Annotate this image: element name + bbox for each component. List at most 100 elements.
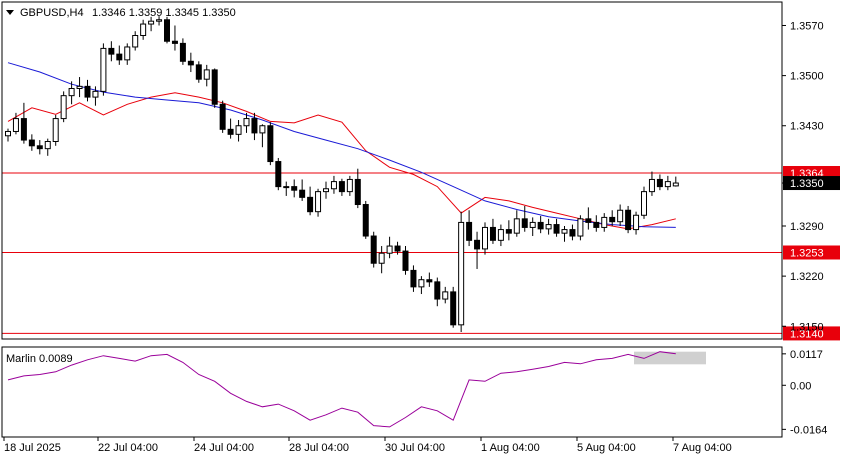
candle-body	[426, 279, 433, 283]
candle	[76, 77, 83, 98]
candle-body	[394, 245, 401, 252]
candle	[140, 19, 147, 40]
candle-body	[275, 161, 282, 188]
candle	[593, 215, 600, 232]
candle	[458, 211, 465, 332]
candle-body	[219, 103, 226, 130]
candle	[672, 176, 679, 187]
marlin-line	[7, 351, 676, 428]
price-tick-label: 1.3430	[790, 121, 824, 133]
time-label: 22 Jul 04:00	[98, 442, 158, 454]
candle-body	[338, 181, 345, 193]
candle-body	[171, 40, 178, 44]
candle-body	[664, 181, 671, 188]
ohlc-values: 1.3346 1.3359 1.3345 1.3350	[92, 7, 236, 19]
candle	[291, 179, 298, 198]
candle-body	[315, 191, 322, 213]
candle	[195, 61, 202, 83]
candle-body	[656, 178, 663, 188]
level-tag-label: 1.3140	[790, 328, 824, 340]
candle-body	[291, 186, 298, 191]
candle-body	[92, 90, 99, 98]
candle	[124, 43, 131, 65]
candle	[203, 64, 210, 87]
candle-body	[482, 226, 488, 250]
candle-body	[124, 46, 131, 61]
candle	[346, 175, 353, 196]
candle-body	[164, 19, 170, 42]
candle-body	[545, 224, 552, 230]
candle-body	[402, 250, 409, 271]
time-label: 18 Jul 2025	[4, 442, 61, 454]
candle-body	[267, 125, 274, 163]
candle	[474, 231, 481, 269]
candle-body	[410, 269, 417, 288]
time-label: 30 Jul 04:00	[385, 442, 445, 454]
candle	[148, 16, 155, 32]
candle-body	[251, 118, 258, 134]
candle	[442, 286, 449, 304]
candle	[569, 224, 576, 241]
candle-body	[569, 229, 576, 237]
candle-body	[283, 186, 290, 189]
candle	[330, 175, 337, 194]
candle	[179, 38, 186, 65]
candle-body	[132, 35, 139, 48]
candle-body	[450, 291, 457, 326]
candle-body	[307, 196, 314, 213]
candle	[513, 210, 520, 237]
candle	[36, 140, 43, 155]
candle	[60, 91, 67, 123]
candle-body	[537, 221, 544, 230]
candle	[641, 186, 647, 219]
candle	[482, 222, 488, 255]
candle-body	[553, 224, 560, 234]
candle-body	[601, 216, 608, 228]
candle-body	[672, 182, 679, 187]
candle-body	[5, 130, 11, 137]
candle	[362, 200, 369, 239]
level-tag	[783, 245, 840, 260]
price-panel-frame	[1, 1, 783, 340]
candle	[609, 210, 616, 226]
candle-body	[466, 221, 473, 241]
candle-body	[76, 85, 83, 90]
candle	[489, 218, 496, 244]
candle	[5, 128, 11, 142]
candle	[338, 178, 345, 196]
candle-body	[140, 23, 147, 37]
time-label: 28 Jul 04:00	[289, 442, 349, 454]
current-price-label: 1.3350	[790, 178, 824, 190]
oscillator-panel-frame	[1, 346, 783, 438]
candle	[243, 112, 250, 133]
candle-body	[323, 188, 329, 193]
candle	[378, 246, 385, 274]
candle	[450, 286, 457, 328]
candle	[354, 168, 361, 209]
candle-body	[370, 235, 377, 264]
axes: 1.3570 1.3500 1.3430 1.3350 1.3290 1.3220 1.31…	[1, 1, 840, 454]
candle-body	[458, 221, 465, 326]
level-tag	[783, 326, 840, 341]
time-label: 7 Aug 04:00	[673, 442, 732, 454]
menu-triangle-icon[interactable]	[6, 10, 14, 15]
candle-body	[187, 60, 194, 66]
candle	[497, 224, 504, 247]
candle-body	[156, 19, 163, 22]
candle	[577, 215, 584, 241]
candle	[219, 100, 226, 133]
candle	[84, 79, 91, 102]
moving-averages	[7, 62, 676, 230]
candle-body	[108, 47, 115, 55]
candle	[307, 186, 314, 216]
level-tag-label: 1.3253	[790, 247, 824, 259]
candle-body	[625, 209, 632, 231]
candle-body	[378, 252, 385, 264]
candle-body	[68, 88, 75, 97]
candle	[426, 272, 433, 287]
time-label: 5 Aug 04:00	[577, 442, 636, 454]
marlin-oscillator	[7, 351, 706, 428]
